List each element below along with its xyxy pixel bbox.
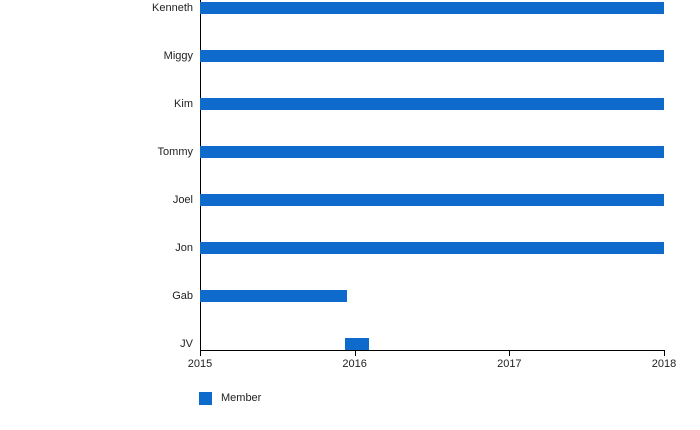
- timeline-bar[interactable]: [200, 98, 664, 110]
- timeline-bar[interactable]: [200, 50, 664, 62]
- category-label: JV: [180, 338, 193, 350]
- legend-swatch-icon: [199, 391, 212, 405]
- x-axis-tick-label: 2016: [342, 358, 367, 370]
- x-axis-tick-label: 2017: [497, 358, 522, 370]
- y-axis-line: [200, 0, 201, 351]
- legend-label: Member: [221, 392, 262, 404]
- timeline-bar[interactable]: [200, 146, 664, 158]
- x-axis-tick: [200, 351, 201, 356]
- category-label: Kim: [174, 98, 193, 110]
- category-label: Kenneth: [152, 2, 193, 14]
- x-axis-tick-label: 2018: [651, 358, 677, 370]
- category-label: Gab: [172, 290, 193, 302]
- x-axis-line: [200, 350, 665, 351]
- timeline-bar[interactable]: [200, 194, 664, 206]
- x-axis-tick: [664, 351, 665, 356]
- category-label: Miggy: [163, 50, 193, 62]
- category-label: Joel: [172, 194, 193, 206]
- legend: Member: [199, 391, 261, 405]
- category-label: Jon: [175, 242, 193, 254]
- timeline-bar[interactable]: [200, 2, 664, 14]
- x-axis-tick-label: 2015: [187, 358, 213, 370]
- x-axis-tick: [509, 351, 511, 356]
- timeline-bar[interactable]: [200, 290, 347, 302]
- timeline-bar[interactable]: [200, 242, 664, 254]
- timeline-bar[interactable]: [345, 338, 369, 350]
- category-label: Tommy: [157, 146, 193, 158]
- x-axis-tick: [354, 351, 356, 356]
